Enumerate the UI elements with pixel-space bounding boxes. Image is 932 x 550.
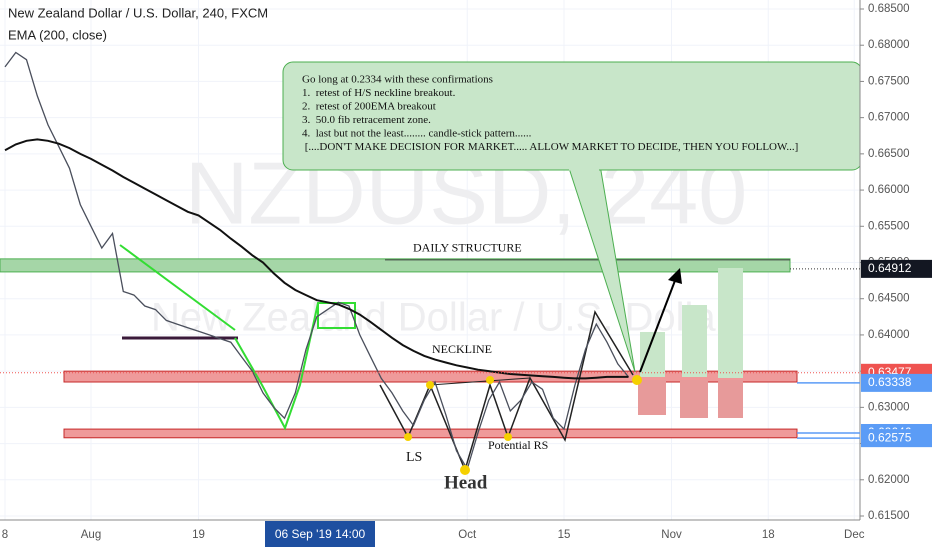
y-tick-label: 0.62000	[868, 474, 910, 486]
crosshair-box	[265, 521, 375, 547]
callout-line: 4. last but not the least........ candle…	[302, 128, 532, 140]
x-tick-label: 15	[558, 529, 571, 541]
zone	[63, 428, 798, 439]
crosshair-label: 06 Sep '19 14:00	[275, 527, 366, 541]
arrow	[639, 277, 677, 373]
zone-label: DAILY STRUCTURE	[413, 241, 522, 255]
price-tag-label: 0.62575	[868, 430, 912, 444]
callout-line: 2. retest of 200EMA breakout	[302, 101, 436, 113]
neckline-label: NECKLINE	[432, 342, 492, 356]
target-box	[682, 305, 707, 377]
x-tick-label: Aug	[81, 529, 101, 541]
series-line	[4, 138, 629, 380]
ls-label: LS	[406, 450, 422, 465]
pivot	[404, 433, 412, 441]
pivot	[426, 381, 434, 389]
y-tick-label: 0.66500	[868, 148, 910, 160]
callout-line: Go long at 0.2334 with these confirmatio…	[302, 74, 493, 86]
target-box	[718, 268, 743, 378]
price-tag-label: 0.64912	[868, 261, 912, 275]
wedge-line	[119, 244, 236, 331]
x-tick-label: 18	[762, 529, 775, 541]
y-tick-label: 0.64500	[868, 293, 910, 305]
zone	[0, 258, 791, 273]
y-tick-label: 0.63000	[868, 401, 910, 413]
price-tag	[861, 429, 932, 448]
y-tick-label: 0.65500	[868, 220, 910, 232]
price-tag	[861, 259, 932, 278]
stop-box	[718, 380, 743, 418]
callout-line: 3. 50.0 fib retracement zone.	[302, 114, 431, 126]
price-tag	[861, 373, 932, 392]
arrow-head	[668, 268, 682, 284]
x-tick-label: 8	[2, 529, 8, 541]
stop-box	[680, 380, 708, 418]
x-tick-label: Oct	[458, 529, 477, 541]
x-tick-label: 19	[192, 529, 205, 541]
axes: 0.615000.620000.625000.630000.635000.640…	[0, 3, 932, 541]
y-tick-label: 0.67000	[868, 112, 910, 124]
pivot	[632, 375, 642, 385]
y-tick-label: 0.61500	[868, 510, 910, 522]
stop-box	[638, 380, 666, 415]
chart-subtitle: EMA (200, close)	[8, 27, 107, 42]
series-line	[4, 51, 630, 471]
head-label: Head	[444, 472, 488, 493]
y-tick-label: 0.68500	[868, 3, 910, 15]
pivot	[486, 376, 494, 384]
watermark-sub: New Zealand Dollar / U.S. Dollar	[151, 296, 729, 340]
pattern-green	[234, 302, 356, 431]
callout-text: Go long at 0.2334 with these confirmatio…	[302, 74, 798, 154]
callout-line: 1. retest of H/S neckline breakout.	[302, 87, 456, 99]
chart-title: New Zealand Dollar / U.S. Dollar, 240, F…	[8, 5, 268, 20]
neckline-line	[429, 377, 531, 386]
y-tick-label: 0.67500	[868, 75, 910, 87]
pivot	[460, 465, 470, 475]
callout-line: [....DON'T MAKE DECISION FOR MARKET.....…	[302, 141, 798, 153]
y-tick-label: 0.64000	[868, 329, 910, 341]
y-tick-label: 0.66000	[868, 184, 910, 196]
price-tag-label: 0.63338	[868, 375, 912, 389]
series	[4, 51, 630, 471]
x-tick-label: Dec	[844, 529, 865, 541]
pivot	[504, 433, 512, 441]
x-tick-label: Nov	[661, 529, 682, 541]
y-tick-label: 0.68000	[868, 39, 910, 51]
rs-label: Potential RS	[488, 438, 548, 452]
